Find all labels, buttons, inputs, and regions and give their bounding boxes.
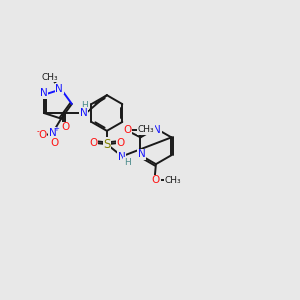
Text: O: O [61,122,69,132]
Text: H: H [82,101,88,110]
Text: H: H [124,158,130,166]
Text: S: S [103,138,111,151]
Text: N: N [56,84,63,94]
Text: N: N [40,88,48,98]
Text: O: O [152,176,160,185]
Text: +: + [53,126,59,132]
Text: O: O [89,138,98,148]
Text: O: O [124,125,132,135]
Text: N: N [118,152,126,162]
Text: CH₃: CH₃ [165,176,181,185]
Text: O: O [38,130,47,140]
Text: CH₃: CH₃ [41,73,58,82]
Text: O: O [50,138,58,148]
Text: N: N [80,108,88,118]
Text: -: - [37,127,39,136]
Text: N: N [153,125,161,135]
Text: N: N [138,149,146,159]
Text: N: N [49,128,57,138]
Text: CH₃: CH₃ [138,125,154,134]
Text: O: O [116,138,124,148]
